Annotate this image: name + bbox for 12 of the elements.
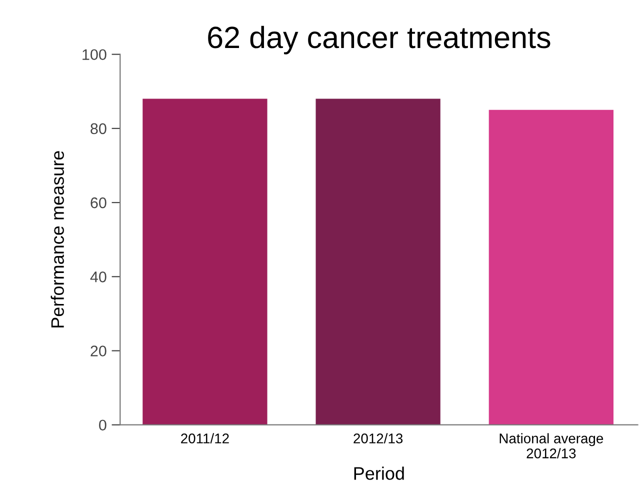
- x-axis-title: Period: [354, 466, 404, 480]
- x-tick-label: 2012/13: [354, 433, 403, 444]
- y-tick-label: 20: [90, 346, 106, 356]
- y-tick-label: 0: [99, 420, 106, 431]
- y-tick-label: 60: [90, 197, 106, 208]
- y-tick-label: 40: [90, 272, 106, 282]
- y-tick-label: 80: [90, 123, 106, 134]
- chart-title: 62 day cancer treatments: [208, 26, 550, 54]
- x-tick-label: National average 2012/13: [500, 433, 604, 458]
- y-axis-title: Performance measure: [50, 151, 64, 328]
- x-tick-label: 2011/12: [181, 433, 229, 444]
- y-tick-label: 100: [82, 49, 106, 60]
